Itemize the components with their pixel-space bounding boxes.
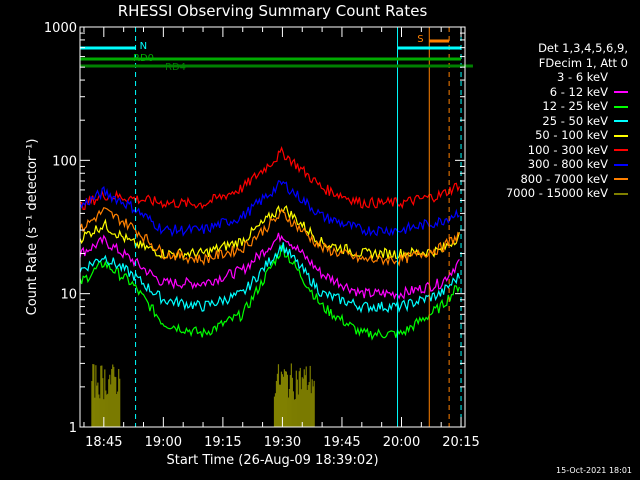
- flag-label: S: [417, 34, 423, 45]
- series-4-line: [79, 205, 460, 262]
- legend-swatch: [614, 105, 628, 108]
- plot-frame: [79, 26, 466, 428]
- chart-title: RHESSI Observing Summary Count Rates: [117, 2, 428, 20]
- series-6-line: [79, 180, 460, 238]
- x-axis-label: Start Time (26-Aug-09 18:39:02): [166, 453, 379, 468]
- legend-label: 6 - 12 keV: [549, 84, 608, 99]
- y-tick-label: 10: [60, 288, 77, 303]
- legend-entry: 25 - 50 keV: [506, 114, 628, 129]
- legend-label: 100 - 300 keV: [527, 142, 608, 157]
- legend-label: 7000 - 15000 keV: [505, 186, 608, 200]
- legend-entry: 300 - 800 keV: [506, 157, 628, 172]
- series-8: [91, 363, 315, 427]
- legend-swatch: [614, 134, 628, 137]
- series-2-line: [79, 244, 460, 341]
- x-tick-label: 19:45: [323, 435, 360, 450]
- legend-label: 300 - 800 keV: [527, 157, 608, 171]
- series-7-line: [79, 206, 460, 267]
- legend-header-2: FDecim 1, Att 0: [538, 55, 628, 70]
- legend-entry: 3 - 6 keV: [506, 70, 628, 85]
- flag-label: RD0: [133, 53, 154, 64]
- legend-header-1: Det 1,3,4,5,6,9,: [538, 41, 628, 55]
- series-0-line: [79, 251, 460, 321]
- series-3-line: [79, 242, 460, 314]
- legend-swatch: [614, 120, 628, 122]
- x-tick-label: 20:15: [442, 435, 479, 450]
- axes: 1 10 100 1000 18:45 19:00 19:15 19:30 19:45 20:00…: [44, 21, 480, 450]
- legend-entry: 50 - 100 keV: [506, 128, 628, 143]
- legend-label: 3 - 6 keV: [557, 70, 608, 84]
- flag-bars: RD0 RD4 N S: [80, 34, 473, 73]
- legend-swatch: [614, 178, 628, 180]
- legend-swatch: [614, 192, 628, 195]
- legend: Det 1,3,4,5,6,9, FDecim 1, Att 0 3 - 6 k…: [506, 41, 628, 201]
- legend-swatch: [614, 163, 628, 166]
- legend-swatch: [614, 76, 628, 79]
- legend-label: 12 - 25 keV: [542, 99, 608, 113]
- vertical-markers: [79, 27, 462, 427]
- x-tick-label: 19:15: [204, 435, 241, 450]
- x-tick-label: 18:45: [85, 435, 122, 450]
- y-axis-label: Count Rate (s⁻¹ detector⁻¹): [25, 139, 40, 316]
- legend-entry: 6 - 12 keV: [506, 85, 628, 100]
- y-tick-label: 1: [69, 421, 77, 436]
- x-tick-label: 20:00: [383, 435, 420, 450]
- timestamp: 15-Oct-2021 18:01: [556, 466, 632, 475]
- legend-label: 25 - 50 keV: [542, 113, 608, 128]
- x-tick-label: 19:00: [145, 435, 182, 450]
- series-1-line: [79, 232, 460, 300]
- flag-label: RD4: [165, 62, 186, 73]
- y-tick-label: 1000: [44, 21, 77, 36]
- series-5-line: [79, 146, 460, 210]
- legend-swatch: [614, 149, 628, 151]
- flag-label: N: [140, 41, 147, 52]
- legend-entry: 12 - 25 keV: [506, 99, 628, 114]
- legend-entry: 100 - 300 keV: [506, 143, 628, 158]
- legend-swatch: [614, 91, 628, 93]
- y-tick-label: 100: [52, 154, 77, 169]
- series-layer: [79, 146, 460, 427]
- x-tick-label: 19:30: [264, 435, 301, 450]
- legend-label: 50 - 100 keV: [535, 128, 608, 142]
- legend-entry: 800 - 7000 keV: [506, 172, 628, 187]
- legend-entry: 7000 - 15000 keV: [506, 186, 628, 201]
- legend-label: 800 - 7000 keV: [520, 171, 608, 186]
